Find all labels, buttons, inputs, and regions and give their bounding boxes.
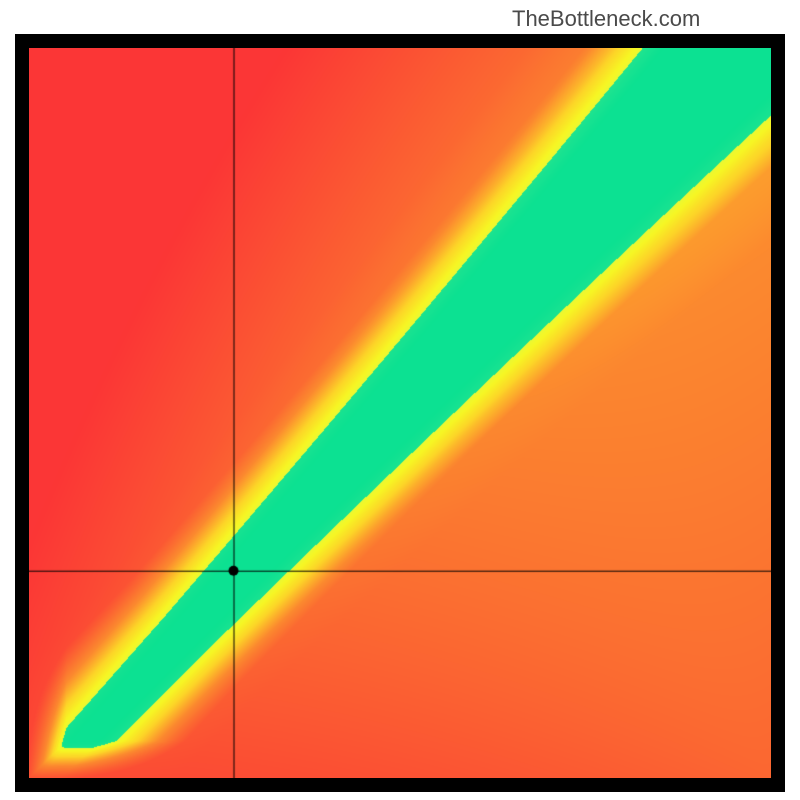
frame-left [15,34,29,792]
frame-top [15,34,785,48]
watermark-text: TheBottleneck.com [512,6,700,32]
frame-right [771,34,785,792]
heatmap-canvas [29,48,771,778]
frame-bottom [15,778,785,792]
chart-container: TheBottleneck.com [0,0,800,800]
